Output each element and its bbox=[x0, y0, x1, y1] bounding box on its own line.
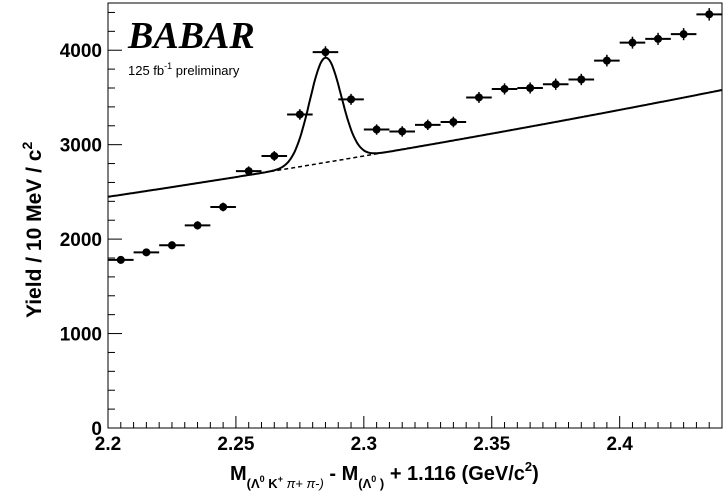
data-marker bbox=[423, 120, 432, 129]
data-point bbox=[440, 116, 467, 128]
data-marker bbox=[244, 167, 253, 176]
data-point bbox=[466, 91, 492, 103]
data-marker bbox=[398, 127, 407, 136]
data-point bbox=[363, 124, 390, 135]
data-point bbox=[619, 36, 646, 49]
data-marker bbox=[577, 75, 586, 84]
total-fit-curve bbox=[107, 56, 723, 198]
data-marker bbox=[602, 56, 611, 65]
data-marker bbox=[474, 93, 483, 102]
data-point bbox=[108, 255, 134, 264]
data-point bbox=[338, 93, 364, 105]
data-point bbox=[542, 78, 569, 90]
data-marker bbox=[551, 80, 560, 89]
data-marker bbox=[372, 125, 381, 134]
data-point bbox=[389, 126, 415, 137]
data-marker bbox=[526, 84, 535, 92]
data-marker bbox=[116, 255, 125, 264]
data-marker bbox=[679, 30, 688, 39]
data-point bbox=[235, 166, 262, 176]
data-point bbox=[210, 202, 236, 212]
y-tick-label: 3000 bbox=[60, 136, 102, 157]
x-axis-title: M(Λ0 K+ π+ π-) - M(Λ0 ) + 1.116 (GeV/c2) bbox=[230, 459, 539, 491]
data-marker bbox=[500, 84, 509, 93]
data-point bbox=[568, 73, 595, 86]
data-point bbox=[261, 151, 288, 161]
data-marker bbox=[449, 118, 458, 126]
data-marker bbox=[270, 152, 279, 160]
data-marker bbox=[347, 95, 356, 104]
data-point bbox=[491, 83, 518, 95]
x-tick-label: 2.25 bbox=[217, 434, 254, 455]
x-tick-label: 2.4 bbox=[606, 434, 633, 455]
data-points bbox=[108, 8, 722, 264]
data-point bbox=[312, 46, 339, 58]
y-axis-title: Yield / 10 MeV / c2 bbox=[19, 142, 46, 318]
y-tick-label: 4000 bbox=[60, 41, 102, 62]
data-marker bbox=[219, 203, 228, 211]
y-tick-label: 2000 bbox=[60, 230, 102, 251]
experiment-logo: BABAR bbox=[127, 15, 255, 57]
data-marker bbox=[295, 110, 304, 119]
data-marker bbox=[167, 241, 176, 250]
data-point bbox=[517, 82, 543, 94]
x-tick-label: 2.2 bbox=[95, 434, 121, 455]
data-marker bbox=[654, 34, 663, 43]
data-point bbox=[287, 109, 313, 120]
data-point bbox=[670, 28, 697, 41]
data-point bbox=[133, 248, 160, 257]
data-point bbox=[184, 221, 211, 230]
data-point bbox=[415, 119, 441, 131]
data-point bbox=[159, 241, 185, 250]
data-marker bbox=[193, 221, 202, 230]
data-marker bbox=[142, 248, 151, 257]
data-point bbox=[645, 32, 671, 45]
x-tick-label: 2.3 bbox=[351, 434, 377, 455]
data-point bbox=[696, 8, 722, 21]
data-marker bbox=[628, 38, 637, 47]
fit-curves bbox=[107, 56, 723, 198]
data-point bbox=[594, 54, 620, 67]
x-tick-label: 2.35 bbox=[473, 434, 510, 455]
y-tick-label: 1000 bbox=[60, 325, 102, 346]
tick-labels: 2.2 2.25 2.3 2.35 2.4 0 1000 2000 3000 4000 bbox=[60, 41, 634, 455]
data-marker bbox=[705, 10, 714, 19]
axis-ticks bbox=[107, 11, 723, 429]
luminosity-label: 125 fb-1 preliminary bbox=[128, 61, 240, 78]
y-tick-label: 0 bbox=[91, 419, 102, 440]
data-marker bbox=[321, 48, 330, 57]
